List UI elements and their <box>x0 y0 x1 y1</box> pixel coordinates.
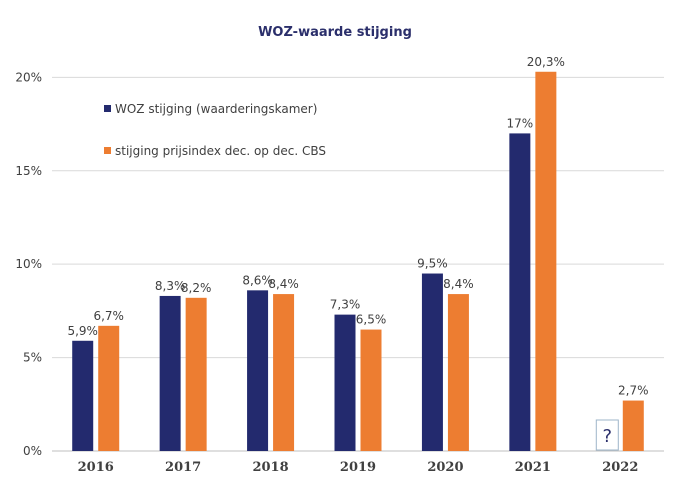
gridlines <box>52 76 664 452</box>
x-tick-label: 2020 <box>427 460 463 475</box>
bar-cbs-2018 <box>273 294 295 451</box>
legend-label-cbs: stijging prijsindex dec. op dec. CBS <box>115 144 326 158</box>
y-tick-label: 15% <box>15 164 42 178</box>
y-tick-label: 20% <box>15 70 42 84</box>
unknown-value-mark: ? <box>603 426 613 447</box>
x-tick-label: 2019 <box>340 460 376 475</box>
data-label: 8,6% <box>242 273 273 287</box>
data-label: 6,5% <box>356 313 387 327</box>
unknown-value-box <box>595 419 619 451</box>
bar-cbs-2016 <box>98 325 120 451</box>
legend: WOZ stijging (waarderingskamer) stijging … <box>104 102 326 158</box>
bars <box>72 71 644 451</box>
y-tick-label: 10% <box>15 257 42 271</box>
data-label: 20,3% <box>527 55 565 69</box>
x-tick-label: 2022 <box>602 460 638 475</box>
bar-woz-2019 <box>334 314 356 451</box>
x-tick-label: 2017 <box>165 460 201 475</box>
x-tick-label: 2016 <box>78 460 114 475</box>
y-axis: 0% 5% 10% 15% 20% <box>15 70 42 458</box>
data-label: 5,9% <box>67 324 98 338</box>
data-label: 17% <box>507 116 534 130</box>
data-label: 9,5% <box>417 257 448 271</box>
legend-swatch-cbs <box>104 147 111 154</box>
bar-cbs-2021 <box>535 71 557 451</box>
x-axis: 2016 2017 2018 2019 2020 2021 2022 <box>78 460 639 475</box>
annotations: ? <box>595 419 619 451</box>
bar-cbs-2020 <box>447 294 469 451</box>
data-label: 8,4% <box>268 277 299 291</box>
data-label: 2,7% <box>618 384 649 398</box>
y-tick-label: 5% <box>23 351 42 365</box>
data-label: 6,7% <box>93 309 124 323</box>
bar-cbs-2019 <box>360 329 382 451</box>
bar-woz-2017 <box>159 295 181 451</box>
legend-swatch-woz <box>104 105 111 112</box>
bar-woz-2018 <box>247 290 269 451</box>
legend-label-woz: WOZ stijging (waarderingskamer) <box>115 102 317 116</box>
bar-cbs-2022 <box>622 400 644 451</box>
bar-cbs-2017 <box>185 297 207 451</box>
bar-woz-2021 <box>509 133 531 451</box>
chart-title: WOZ-waarde stijging <box>258 25 412 40</box>
data-label: 8,3% <box>155 279 186 293</box>
data-label: 8,2% <box>181 281 212 295</box>
bar-woz-2020 <box>421 273 443 451</box>
x-tick-label: 2018 <box>252 460 288 475</box>
y-tick-label: 0% <box>23 444 42 458</box>
x-tick-label: 2021 <box>515 460 551 475</box>
data-label: 7,3% <box>330 298 361 312</box>
bar-woz-2016 <box>72 340 94 451</box>
data-label: 8,4% <box>443 277 474 291</box>
data-labels: 5,9%6,7%8,3%8,2%8,6%8,4%7,3%6,5%9,5%8,4%… <box>67 55 648 398</box>
